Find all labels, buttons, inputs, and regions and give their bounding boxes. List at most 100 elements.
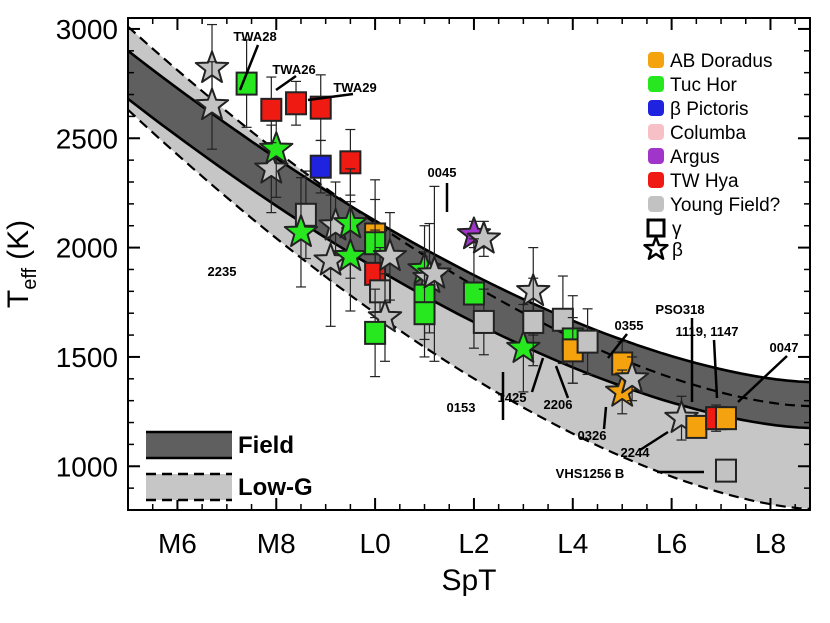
leader-line	[639, 430, 669, 452]
square-marker	[309, 154, 332, 179]
legend-band-label: Low-G	[238, 474, 313, 501]
star-name-label: 1119, 1147	[676, 324, 739, 339]
annotations: TWA28 TWA26 TWA29 0045 2235 0153 1425 2206 0355 0…	[208, 29, 799, 481]
star-name-label: 0047	[770, 340, 799, 355]
legend: AB Doradus Tuc Hor β Pictoris Columba Argus T…	[146, 51, 780, 502]
x-tick-label: L0	[360, 528, 391, 559]
square-marker	[685, 414, 708, 439]
square-marker	[413, 301, 436, 326]
square-marker	[364, 320, 387, 345]
field-lower-edge	[128, 97, 810, 430]
star-name-label: TWA28	[233, 29, 276, 44]
leader-line	[712, 339, 719, 399]
square-marker	[714, 458, 737, 483]
legend-label: β Pictoris	[670, 99, 749, 120]
data-point-square	[364, 288, 387, 378]
y-tick-label: 1000	[56, 451, 118, 482]
data-point-star	[333, 201, 368, 312]
star-marker	[466, 220, 501, 254]
low-g-lower-edge	[128, 108, 810, 510]
star-name-label: 2244	[621, 445, 651, 460]
leader-line	[602, 406, 608, 430]
data-points	[194, 23, 737, 483]
legend-label: Argus	[670, 147, 720, 168]
y-tick-label: 2500	[56, 123, 118, 154]
leader-line	[238, 44, 260, 91]
star-marker	[194, 87, 230, 121]
plot-frame	[127, 17, 811, 511]
data-point-square	[285, 80, 308, 126]
y-axis-label-unit: (K)	[2, 220, 35, 260]
y-tick-label: 2000	[56, 233, 118, 264]
star-name-label: 0153	[447, 400, 476, 415]
legend-label: Young Field?	[670, 195, 780, 216]
data-point-square	[714, 406, 737, 431]
square-marker	[369, 279, 392, 304]
leader-line	[554, 365, 570, 399]
legend-swatch	[648, 52, 664, 68]
x-tick-label: M6	[158, 528, 197, 559]
square-marker	[260, 97, 283, 122]
x-tick-label: L4	[557, 528, 588, 559]
data-point-square	[714, 458, 737, 483]
star-marker	[614, 360, 650, 394]
leader-line	[737, 355, 788, 403]
data-point-star	[283, 177, 319, 288]
square-marker	[472, 309, 495, 334]
data-point-square	[522, 277, 545, 367]
star-marker	[254, 150, 289, 184]
y-axis-label: Teff (K)	[2, 220, 41, 308]
legend-low-g-swatch	[146, 474, 232, 500]
star-marker	[333, 238, 368, 272]
legend-symbol-label: γ	[672, 219, 682, 240]
y-tick-label: 1500	[56, 342, 118, 373]
star-marker	[372, 238, 408, 272]
x-axis-label: SpT	[441, 564, 496, 597]
square-marker	[714, 406, 737, 431]
star-name-label: 2206	[544, 397, 573, 412]
legend-field-swatch	[146, 432, 232, 458]
star-name-label: TWA29	[333, 80, 376, 95]
y-axis-label-main: T	[2, 290, 35, 308]
data-point-star	[466, 220, 501, 257]
legend-swatch	[648, 124, 664, 140]
axes: M6 M8 L0 L2 L4 L6 L8 1000 1500 2000 2500 3000	[56, 14, 810, 559]
star-name-label: 0355	[615, 318, 644, 333]
star-marker	[283, 214, 319, 247]
square-marker	[285, 91, 308, 116]
legend-swatch	[648, 76, 664, 92]
legend-label: Tuc Hor	[670, 75, 738, 96]
leader-line	[607, 333, 628, 359]
legend-symbol-label: β	[672, 240, 683, 261]
field-band	[128, 50, 810, 429]
data-point-square	[260, 76, 283, 144]
legend-swatch	[648, 100, 664, 116]
data-point-star	[664, 395, 699, 441]
star-marker	[259, 131, 294, 164]
legend-swatch	[648, 196, 664, 212]
x-tick-label: L6	[656, 528, 687, 559]
data-point-square	[685, 414, 708, 439]
star-name-label: PSO318	[655, 302, 704, 317]
data-point-square	[472, 288, 495, 356]
data-point-star	[372, 212, 408, 301]
y-tick-label: 3000	[56, 14, 118, 45]
legend-label: AB Doradus	[670, 51, 772, 72]
x-tick-label: L8	[755, 528, 786, 559]
star-name-label: 0326	[578, 428, 607, 443]
legend-label: Columba	[670, 123, 746, 144]
star-name-label: 0045	[428, 165, 457, 180]
data-point-square	[309, 139, 332, 194]
y-axis-label-sub: eff	[19, 267, 41, 289]
data-point-square	[576, 308, 599, 376]
square-marker	[462, 281, 485, 306]
low-g-upper-edge	[128, 25, 810, 408]
leader-line	[307, 92, 354, 102]
data-point-square	[309, 74, 332, 142]
label-leaders	[238, 44, 788, 474]
leader-line	[530, 357, 545, 393]
star-name-label: TWA26	[272, 62, 315, 77]
legend-swatch	[648, 148, 664, 164]
legend-band-label: Field	[238, 432, 294, 459]
legend-square-symbol	[646, 218, 666, 238]
